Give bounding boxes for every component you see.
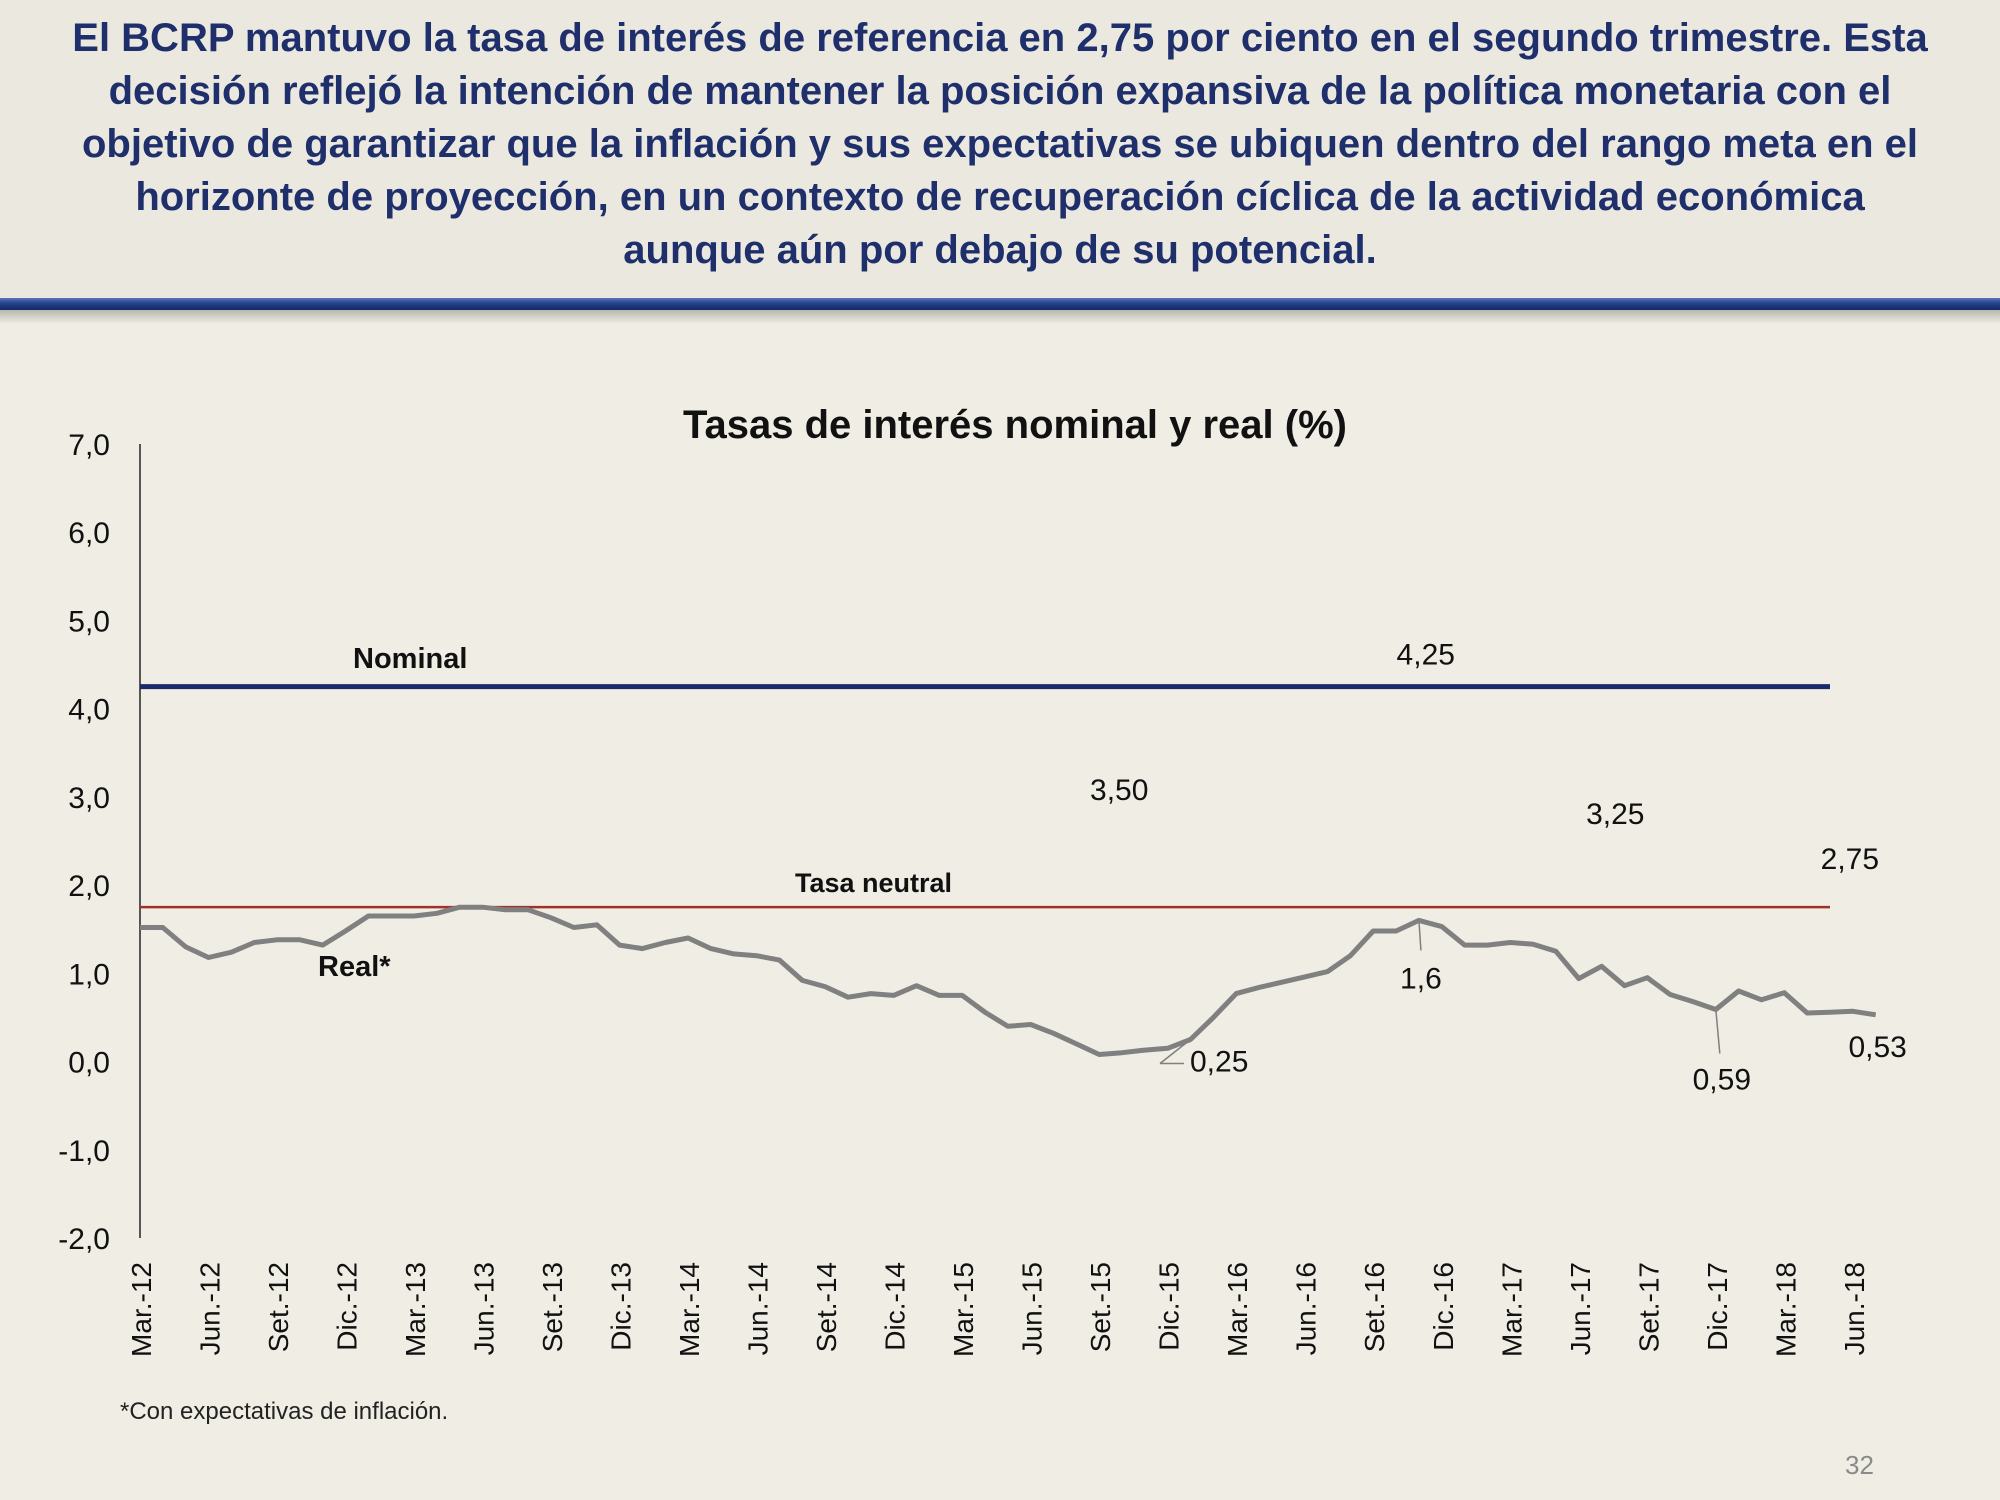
y-tick-label: 2,0: [68, 870, 110, 903]
y-tick-label: 6,0: [68, 517, 110, 550]
chart-series: [140, 684, 1877, 1057]
x-tick-label: Dic.-16: [1428, 1262, 1459, 1351]
x-tick-label: Dic.-12: [332, 1262, 363, 1351]
slide-headline: El BCRP mantuvo la tasa de interés de re…: [72, 16, 1928, 272]
x-tick-label: Set.-16: [1359, 1262, 1390, 1352]
data-label: 0,59: [1693, 1064, 1751, 1097]
annotation-leader: [1715, 1009, 1721, 1054]
data-label: 4,25: [1397, 639, 1455, 672]
series-label-neutral: Tasa neutral: [795, 868, 952, 898]
data-label: 3,25: [1586, 798, 1644, 831]
y-tick-label: 0,0: [68, 1047, 110, 1080]
x-tick-label: Dic.-13: [606, 1262, 637, 1351]
x-tick-label: Mar.-16: [1222, 1262, 1253, 1357]
y-tick-label: 7,0: [68, 429, 110, 462]
y-tick-label: 1,0: [68, 958, 110, 991]
series-label-nominal: Nominal: [353, 643, 467, 675]
y-tick-label: 4,0: [68, 694, 110, 727]
x-tick-label: Mar.-13: [400, 1262, 431, 1357]
header-shadow: [0, 310, 2000, 324]
data-label: 3,50: [1090, 774, 1148, 807]
y-tick-label: 3,0: [68, 782, 110, 815]
data-label: 0,25: [1190, 1046, 1248, 1079]
x-tick-label: Set.-14: [811, 1262, 842, 1352]
series-label-real: Real*: [318, 951, 391, 983]
y-axis-ticks: 7,0 6,0 5,0 4,0 3,0 2,0 1,0 0,0 -1,0 -2,0: [58, 429, 110, 1256]
x-tick-label: Mar.-17: [1496, 1262, 1527, 1357]
annotation-leader: [1159, 1038, 1192, 1065]
data-label: 0,53: [1848, 1031, 1906, 1064]
annotation-leader: [1418, 920, 1422, 951]
y-tick-label: 5,0: [68, 605, 110, 638]
header-rule: [0, 298, 2000, 310]
x-tick-label: Jun.-17: [1565, 1262, 1596, 1355]
chart-annotations: Nominal 4,25 3,50 3,25 2,75 Tasa neutral Real*…: [318, 639, 1907, 1097]
x-tick-label: Jun.-18: [1839, 1262, 1870, 1355]
x-tick-label: Set.-15: [1085, 1262, 1116, 1352]
x-tick-label: Set.-12: [263, 1262, 294, 1352]
real-rate-line: [140, 904, 1877, 1057]
data-label: 2,75: [1821, 843, 1879, 876]
x-tick-label: Dic.-14: [880, 1262, 911, 1351]
y-tick-label: -1,0: [58, 1135, 110, 1168]
x-tick-label: Jun.-15: [1017, 1262, 1048, 1355]
page-number: 32: [1845, 1450, 1874, 1480]
x-tick-label: Jun.-14: [743, 1262, 774, 1355]
footnote: *Con expectativas de inflación.: [120, 1398, 449, 1425]
data-label: 1,6: [1400, 962, 1442, 995]
y-tick-label: -2,0: [58, 1223, 110, 1256]
x-tick-label: Mar.-14: [674, 1262, 705, 1357]
x-tick-label: Dic.-15: [1154, 1262, 1185, 1351]
x-tick-label: Set.-17: [1633, 1262, 1664, 1352]
header-band: El BCRP mantuvo la tasa de interés de re…: [0, 0, 2000, 298]
x-tick-label: Jun.-16: [1291, 1262, 1322, 1355]
x-axis-ticks: Mar.-12 Jun.-12 Set.-12 Dic.-12 Mar.-13 Jun.-…: [126, 1262, 1870, 1357]
x-tick-label: Mar.-12: [126, 1262, 157, 1357]
x-tick-label: Mar.-18: [1770, 1262, 1801, 1357]
x-tick-label: Jun.-13: [469, 1262, 500, 1355]
chart-title: Tasas de interés nominal y real (%): [683, 403, 1347, 447]
x-tick-label: Set.-13: [537, 1262, 568, 1352]
x-tick-label: Jun.-12: [195, 1262, 226, 1355]
x-tick-label: Mar.-15: [948, 1262, 979, 1357]
x-tick-label: Dic.-17: [1702, 1262, 1733, 1351]
